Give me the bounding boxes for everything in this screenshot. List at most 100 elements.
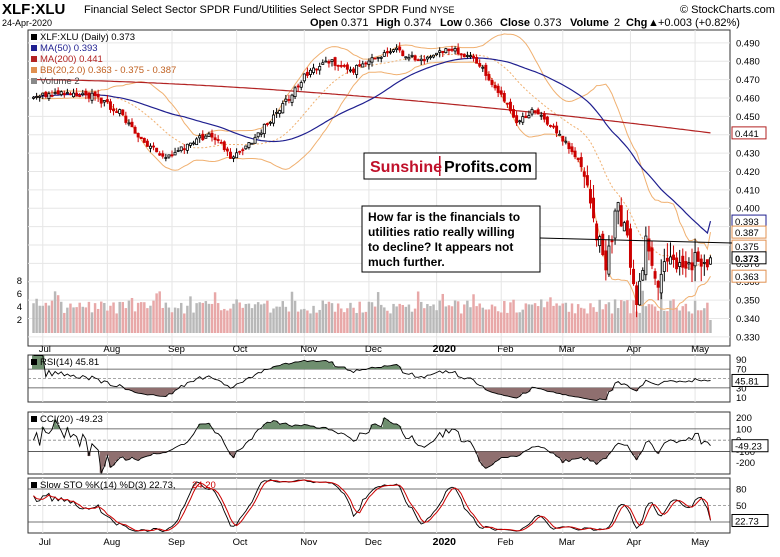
candle-body	[622, 222, 626, 232]
candle-body	[641, 269, 645, 281]
candle-body	[438, 50, 442, 53]
candle-body	[324, 60, 328, 63]
candle-body	[148, 145, 152, 149]
candle-body	[447, 48, 451, 52]
candle-body	[312, 67, 316, 73]
price-legend: XLF:XLU (Daily) 0.373 MA(50) 0.393 MA(20…	[31, 32, 176, 87]
chart-description: Financial Select Sector SPDR Fund/Utilit…	[84, 4, 427, 16]
candle-body	[305, 71, 309, 76]
volume-bar	[78, 302, 81, 333]
cci-line	[33, 417, 711, 475]
volume-bar	[192, 312, 195, 333]
volume-bar	[376, 292, 380, 333]
legend-swatch-bb	[31, 67, 37, 73]
logo-divider	[439, 156, 441, 176]
callout-box	[361, 205, 541, 273]
volume-bar	[41, 305, 44, 333]
rsi-badge-value: 45.81	[735, 376, 759, 387]
volume-bar	[66, 307, 69, 333]
candle-body	[222, 141, 226, 151]
volume-bar	[275, 306, 278, 333]
volume-bar	[167, 307, 171, 333]
candle-body	[59, 91, 63, 96]
x-tick-label: Feb	[497, 537, 513, 548]
candle-body	[619, 205, 623, 227]
candle-body	[687, 262, 691, 265]
open-value: 0.371	[341, 17, 369, 29]
volume-bar	[336, 303, 340, 333]
candle-body	[401, 50, 405, 57]
volume-bar	[650, 304, 654, 333]
candle-body	[290, 94, 294, 103]
volume-bar	[87, 301, 91, 333]
volume-bar	[426, 304, 429, 333]
candle-body	[521, 116, 525, 123]
candle-body	[185, 143, 189, 151]
candle-body	[684, 261, 688, 269]
volume-bar	[432, 304, 435, 333]
volume-bar	[555, 303, 558, 333]
candle-body	[373, 57, 377, 60]
volume-bar	[660, 290, 663, 333]
legend-ma50: MA(50) 0.393	[40, 43, 98, 54]
volume-bar	[367, 301, 371, 333]
candle-body	[118, 109, 122, 114]
volume-bar	[352, 307, 355, 333]
badge-value: 0.373	[735, 254, 759, 265]
y-tick-label: 0.340	[736, 314, 760, 325]
volume-bar	[696, 310, 700, 333]
candle-body	[635, 285, 639, 306]
callout-line-2: utilities ratio really willing	[368, 225, 515, 239]
candle-body	[472, 55, 476, 59]
volume-tick-label: 8	[17, 276, 22, 287]
volume-bar	[250, 308, 254, 333]
candle-body	[502, 93, 506, 102]
x-tick-label: Sep	[168, 344, 185, 355]
volume-bar	[509, 302, 512, 333]
candle-body	[327, 61, 331, 64]
volume-bar	[487, 309, 491, 333]
y-tick-label: 0.460	[736, 93, 760, 104]
volume-bar	[484, 309, 488, 333]
candle-body	[413, 55, 417, 61]
volume-bar	[136, 302, 140, 333]
candle-body	[564, 140, 568, 143]
candle-body	[259, 132, 263, 135]
candle-body	[515, 115, 519, 124]
badge-box	[731, 225, 767, 239]
legend-cci: CCI(20) -49.23	[40, 414, 103, 425]
candle-body	[493, 84, 497, 89]
volume-bar	[44, 302, 48, 333]
candle-body	[508, 101, 512, 112]
sunshine-profits-logo: Sunshine Profits.com	[363, 152, 537, 180]
x-tick-label: Oct	[233, 537, 248, 548]
candle-body	[272, 114, 276, 124]
candle-body	[598, 236, 602, 247]
volume-bar	[130, 297, 134, 333]
volume-bar	[493, 306, 497, 333]
volume-bar	[241, 307, 244, 333]
volume-bar	[469, 307, 472, 333]
volume-bar	[460, 313, 463, 333]
y-tick-label: 0.410	[736, 185, 760, 196]
candle-body	[585, 175, 589, 186]
volume-bar	[63, 312, 66, 333]
volume-bar	[413, 308, 417, 333]
volume-tick-label: 4	[17, 302, 22, 313]
volume-bar	[429, 306, 432, 333]
volume-bar	[349, 302, 352, 333]
candle-body	[656, 281, 660, 288]
candle-body	[453, 48, 457, 52]
x-tick-label: Nov	[300, 537, 317, 548]
volume-bar	[312, 305, 315, 333]
candle-body	[595, 223, 599, 241]
candle-body	[675, 257, 679, 270]
candle-body	[653, 271, 657, 279]
candle-body	[256, 132, 260, 138]
candle-body	[127, 122, 131, 125]
callout-line-4: much further.	[368, 255, 445, 269]
volume-bar	[260, 304, 263, 333]
candle-body	[432, 54, 436, 58]
candle-body	[96, 93, 100, 98]
indicator-tick-label: 80	[736, 485, 747, 496]
